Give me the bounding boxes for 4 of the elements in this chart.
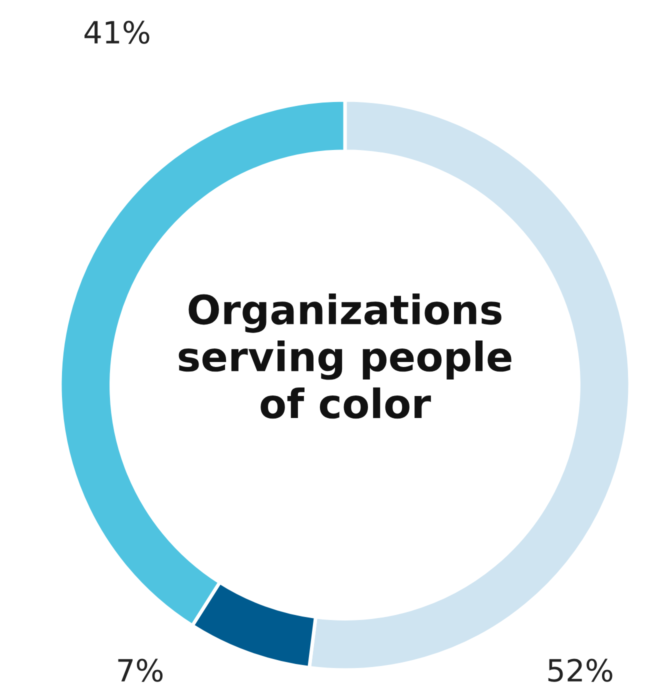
data-label: 52%	[548, 658, 612, 682]
text: Organizations serving people of color	[178, 294, 512, 419]
data-label: 41%	[84, 20, 150, 44]
data-label: 7%	[118, 658, 163, 682]
